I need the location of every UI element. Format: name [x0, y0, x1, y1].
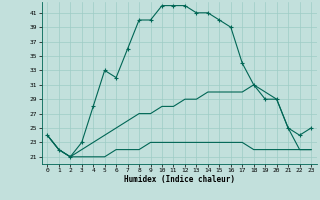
X-axis label: Humidex (Indice chaleur): Humidex (Indice chaleur) [124, 175, 235, 184]
